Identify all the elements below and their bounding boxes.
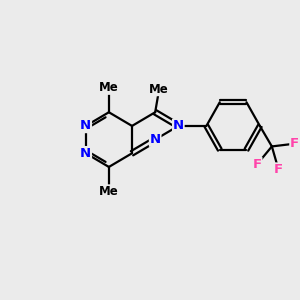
Text: F: F — [253, 158, 262, 171]
Text: Me: Me — [99, 185, 119, 198]
Text: N: N — [173, 119, 184, 132]
Text: N: N — [80, 119, 91, 132]
Text: F: F — [290, 137, 299, 150]
Text: Me: Me — [99, 81, 119, 94]
Text: Me: Me — [149, 82, 169, 95]
Text: N: N — [150, 133, 161, 146]
Text: F: F — [274, 163, 283, 176]
Text: N: N — [80, 147, 91, 160]
